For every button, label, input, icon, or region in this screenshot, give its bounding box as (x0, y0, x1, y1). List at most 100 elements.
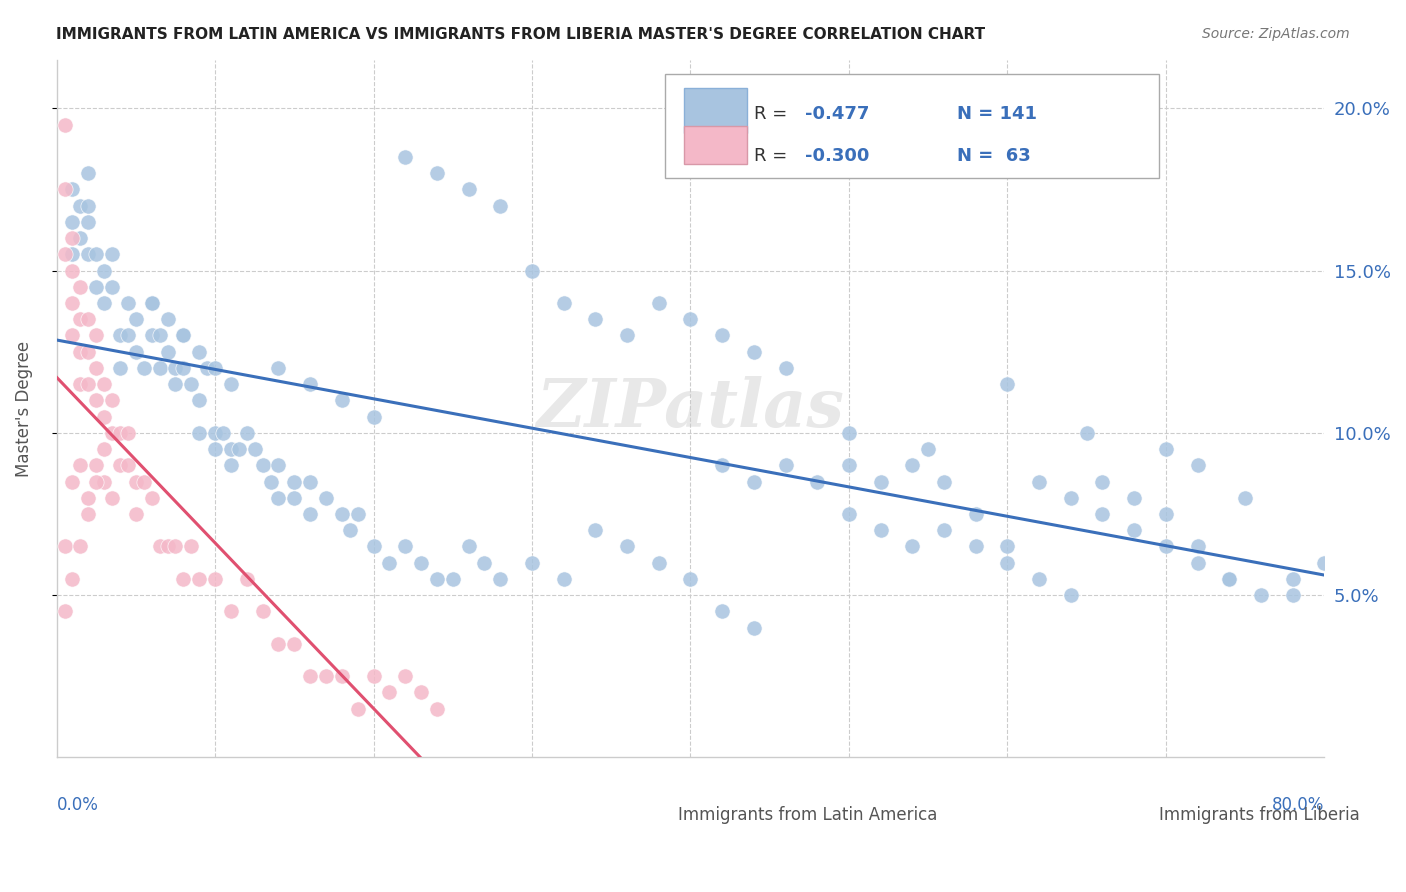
Point (775, 360, 797, 375)
Point (283, 475, 305, 489)
Point (520, 556, 543, 570)
Point (267, 458, 290, 473)
Point (69, 199, 91, 213)
Point (1091, 475, 1114, 489)
Point (742, 475, 765, 489)
Point (141, 296, 163, 310)
Point (965, 540, 987, 554)
Point (77, 491, 100, 505)
Point (141, 296, 163, 310)
Point (267, 360, 290, 375)
Point (62, 215, 84, 229)
Point (62, 328, 84, 343)
Point (394, 150, 416, 164)
Point (108, 360, 131, 375)
Point (775, 458, 797, 473)
Point (299, 669, 322, 683)
Point (219, 604, 242, 618)
FancyBboxPatch shape (1094, 784, 1147, 814)
Point (283, 491, 305, 505)
Point (156, 312, 179, 326)
Point (426, 572, 449, 586)
Point (363, 409, 385, 424)
Point (84, 328, 107, 343)
Point (394, 540, 416, 554)
Text: N = 141: N = 141 (956, 105, 1036, 123)
Point (93, 296, 115, 310)
Point (77, 507, 100, 521)
Point (363, 669, 385, 683)
Point (339, 523, 361, 537)
Point (1076, 425, 1098, 440)
FancyBboxPatch shape (685, 87, 748, 133)
Point (53, 247, 76, 261)
Point (553, 296, 575, 310)
Point (243, 442, 266, 456)
Point (188, 425, 211, 440)
Point (1234, 491, 1257, 505)
Point (838, 425, 860, 440)
Point (1028, 475, 1050, 489)
Point (1218, 572, 1240, 586)
Text: 0.0%: 0.0% (56, 796, 98, 814)
Point (489, 199, 512, 213)
FancyBboxPatch shape (612, 784, 665, 814)
Point (1281, 588, 1303, 602)
Point (77, 377, 100, 392)
Point (101, 491, 124, 505)
Point (156, 344, 179, 359)
Point (1154, 507, 1177, 521)
Point (204, 360, 226, 375)
Point (165, 540, 187, 554)
Point (180, 540, 202, 554)
Point (267, 491, 290, 505)
Point (1060, 491, 1083, 505)
Point (188, 393, 211, 408)
Point (53, 604, 76, 618)
Point (141, 491, 163, 505)
Point (965, 507, 987, 521)
Point (212, 425, 235, 440)
Point (62, 263, 84, 277)
Point (62, 475, 84, 489)
Point (69, 377, 91, 392)
Point (117, 458, 139, 473)
Point (108, 425, 131, 440)
Point (489, 572, 512, 586)
Point (259, 475, 281, 489)
Point (1250, 588, 1272, 602)
Point (219, 458, 242, 473)
Point (1187, 540, 1209, 554)
Point (1154, 540, 1177, 554)
Point (1218, 572, 1240, 586)
Point (995, 556, 1018, 570)
Point (219, 377, 242, 392)
Point (679, 312, 702, 326)
Point (101, 393, 124, 408)
Point (378, 685, 401, 699)
Text: 80.0%: 80.0% (1272, 796, 1324, 814)
Point (742, 344, 765, 359)
Point (84, 475, 107, 489)
Point (1281, 572, 1303, 586)
Point (125, 344, 148, 359)
Text: R =: R = (754, 105, 793, 123)
Point (77, 312, 100, 326)
Point (806, 475, 828, 489)
Point (125, 507, 148, 521)
Point (69, 344, 91, 359)
Point (330, 507, 353, 521)
Point (180, 377, 202, 392)
Point (69, 280, 91, 294)
Point (165, 360, 187, 375)
Point (330, 393, 353, 408)
Text: N =  63: N = 63 (956, 147, 1031, 165)
Point (1123, 523, 1146, 537)
Point (236, 425, 259, 440)
Point (838, 458, 860, 473)
Point (346, 702, 368, 716)
Point (917, 442, 939, 456)
Point (132, 475, 155, 489)
Point (616, 540, 638, 554)
Point (77, 215, 100, 229)
